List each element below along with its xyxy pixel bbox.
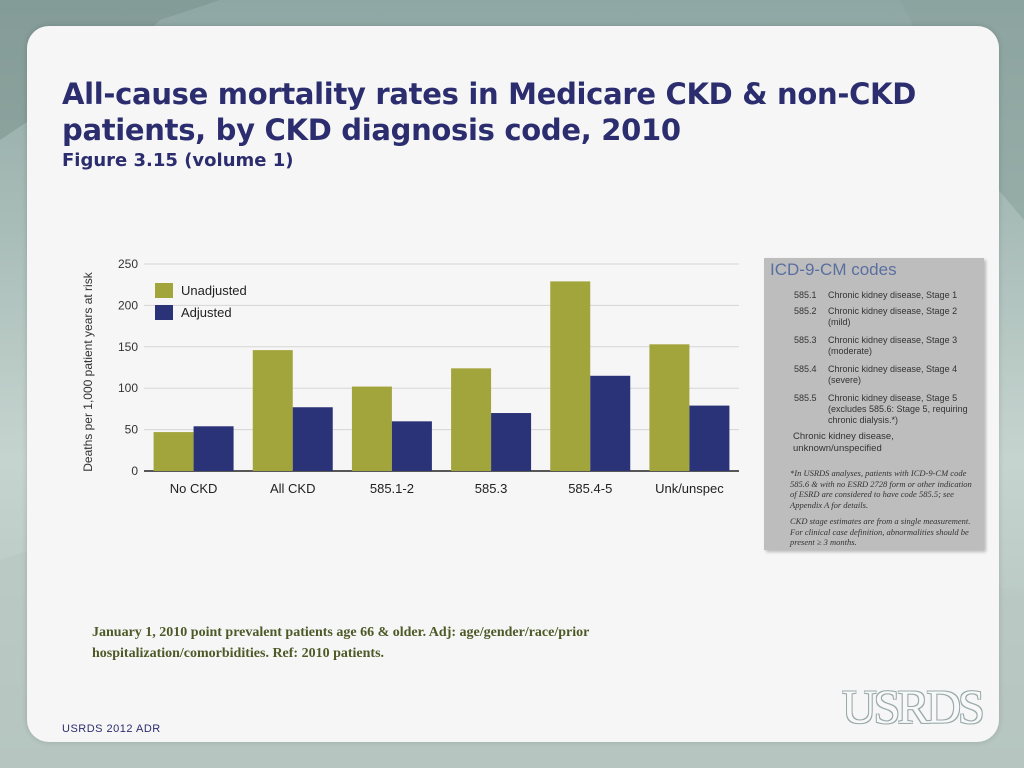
y-tick-label: 100	[118, 381, 138, 395]
legend-item-adjusted: Adjusted	[155, 305, 232, 320]
legend-item-unadjusted: Unadjusted	[155, 283, 247, 298]
x-tick-label: Unk/unspec	[655, 481, 724, 496]
icd-code: 585.1	[794, 290, 817, 300]
y-tick-label: 250	[118, 257, 138, 271]
legend-label-unadjusted: Unadjusted	[181, 283, 247, 298]
bar-adjusted-585-1-2	[391, 421, 432, 471]
bar-unadjusted-585-3	[451, 368, 492, 471]
bar-adjusted-no-ckd	[193, 426, 234, 471]
icd-description: Chronic kidney disease, Stage 2 (mild)	[828, 306, 958, 327]
usrds-logo: USRDS	[842, 681, 985, 734]
icd-code-row: 585.3 Chronic kidney disease, Stage 3 (m…	[794, 335, 978, 357]
bar-adjusted-585-4-5	[590, 375, 631, 471]
x-tick-label: No CKD	[170, 481, 218, 496]
icd-footnote-esrd: *In USRDS analyses, patients with ICD-9-…	[790, 468, 972, 510]
bar-unadjusted-585-1-2	[351, 386, 392, 471]
icd-code-row: 585.1 Chronic kidney disease, Stage 1	[794, 290, 978, 301]
icd-codes-panel: ICD-9-CM codes 585.1 Chronic kidney dise…	[764, 258, 984, 550]
icd-description: Chronic kidney disease, Stage 5 (exclude…	[828, 393, 968, 425]
icd-code-row: 585.4 Chronic kidney disease, Stage 4 (s…	[794, 364, 978, 386]
legend-label-adjusted: Adjusted	[181, 305, 232, 320]
icd-code-row: 585.2 Chronic kidney disease, Stage 2 (m…	[794, 306, 978, 328]
icd-code: 585.5	[794, 393, 817, 403]
icd-description: Chronic kidney disease, Stage 4 (severe)	[828, 364, 958, 385]
slide-title: All-cause mortality rates in Medicare CK…	[62, 77, 916, 147]
bar-adjusted-585-3	[491, 413, 532, 471]
bar-unadjusted-unk-unspec	[649, 344, 690, 471]
icd-code: 585.3	[794, 335, 817, 345]
x-tick-label: 585.1-2	[370, 481, 414, 496]
icd-unknown-code: Chronic kidney disease, unknown/unspecif…	[793, 431, 894, 454]
legend-swatch-unadjusted	[155, 283, 173, 298]
icd-panel-title: ICD-9-CM codes	[770, 260, 897, 279]
x-tick-label: 585.3	[475, 481, 508, 496]
y-tick-label: 50	[125, 423, 139, 437]
bar-adjusted-unk-unspec	[689, 405, 730, 471]
bar-unadjusted-585-4-5	[550, 281, 591, 471]
bar-unadjusted-all-ckd	[252, 350, 293, 471]
bar-unadjusted-no-ckd	[153, 432, 194, 471]
y-axis-label: Deaths per 1,000 patient years at risk	[81, 272, 95, 472]
footer-source: USRDS 2012 ADR	[62, 723, 161, 735]
legend-swatch-adjusted	[155, 305, 173, 320]
icd-code-row: 585.5 Chronic kidney disease, Stage 5 (e…	[794, 393, 978, 426]
mortality-bar-chart: 0 50 100 150 200 250 No CKD All CKD 585.1-2 585.3…	[118, 257, 739, 496]
icd-code: 585.2	[794, 306, 817, 316]
y-tick-label: 0	[131, 464, 138, 478]
y-tick-label: 150	[118, 340, 138, 354]
x-tick-label: All CKD	[270, 481, 316, 496]
icd-description: Chronic kidney disease, Stage 1	[828, 290, 958, 300]
icd-description: Chronic kidney disease, Stage 3 (moderat…	[828, 335, 958, 356]
bar-adjusted-all-ckd	[292, 407, 333, 471]
figure-footnote: January 1, 2010 point prevalent patients…	[92, 625, 590, 661]
figure-label: Figure 3.15 (volume 1)	[62, 150, 294, 171]
y-tick-label: 200	[118, 298, 138, 312]
icd-code: 585.4	[794, 364, 817, 374]
icd-footnote-stage: CKD stage estimates are from a single me…	[790, 516, 971, 547]
x-tick-label: 585.4-5	[568, 481, 612, 496]
